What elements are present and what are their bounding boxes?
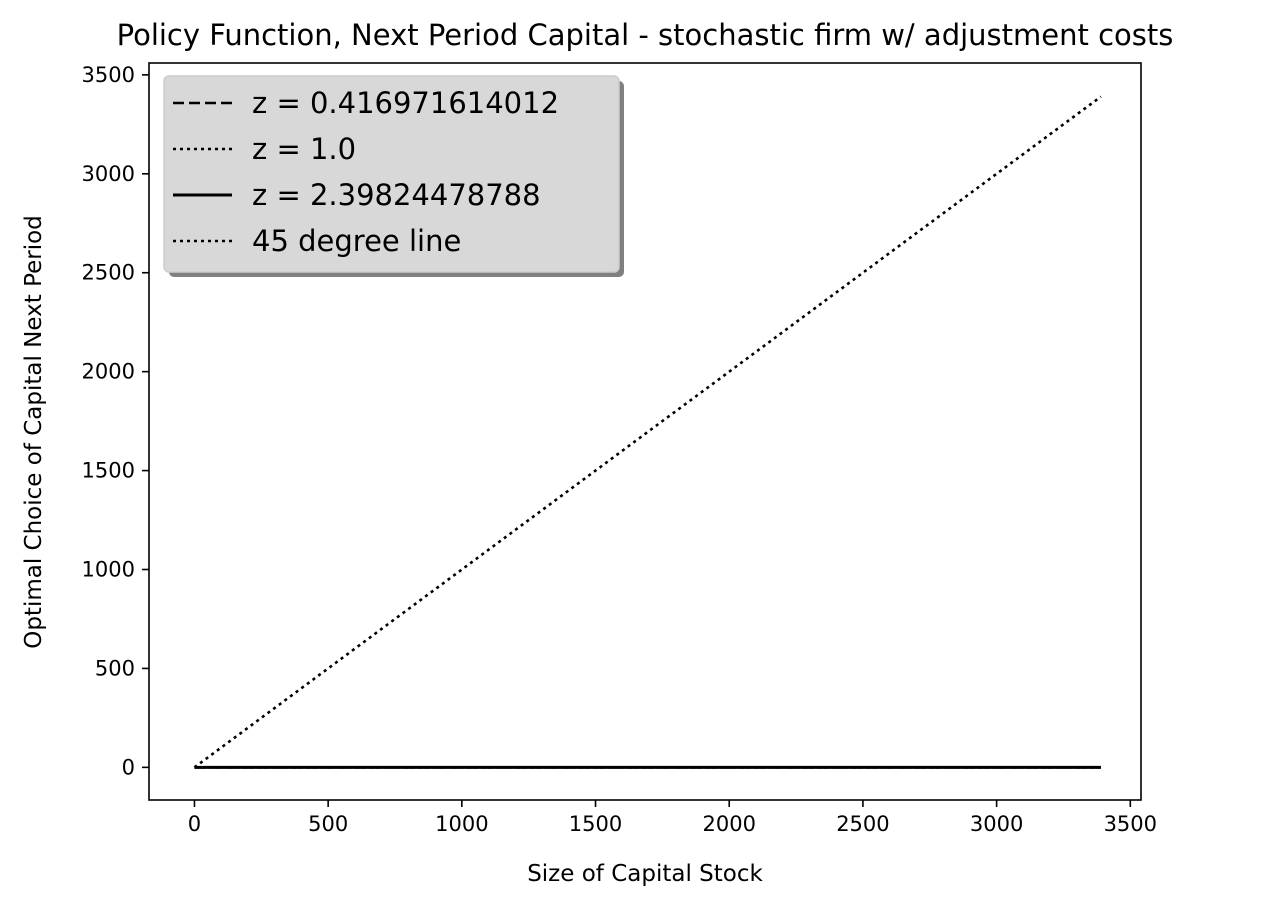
y-tick-label: 1500 xyxy=(82,459,135,483)
y-tick-label: 2000 xyxy=(82,360,135,384)
legend-label-2: z = 1.0 xyxy=(252,132,356,166)
x-tick-label: 2000 xyxy=(702,812,755,836)
x-tick-label: 1500 xyxy=(569,812,622,836)
plot-area xyxy=(193,95,1102,769)
x-tick-label: 3500 xyxy=(1104,812,1157,836)
x-tick-label: 500 xyxy=(308,812,348,836)
y-axis: 0 500 1000 1500 2000 2500 3000 3500 xyxy=(82,63,149,779)
y-tick-label: 500 xyxy=(95,656,135,680)
x-tick-label: 3000 xyxy=(970,812,1023,836)
y-tick-label: 3000 xyxy=(82,162,135,186)
y-tick-label: 2500 xyxy=(82,261,135,285)
x-axis-title: Size of Capital Stock xyxy=(527,861,763,887)
axes-frame xyxy=(148,62,1142,801)
chart-title: Policy Function, Next Period Capital - s… xyxy=(117,18,1174,52)
legend-box xyxy=(163,75,620,273)
x-tick-label: 1000 xyxy=(435,812,488,836)
y-tick-label: 0 xyxy=(122,755,135,779)
x-tick-label: 2500 xyxy=(836,812,889,836)
series-line-4 xyxy=(193,95,1102,769)
legend: z = 0.416971614012 z = 1.0 z = 2.398244787… xyxy=(163,75,624,277)
y-tick-label: 3500 xyxy=(82,63,135,87)
x-axis: 0 500 1000 1500 2000 2500 3000 3500 xyxy=(188,800,1157,836)
x-tick-label: 0 xyxy=(188,812,201,836)
legend-label-1: z = 0.416971614012 xyxy=(252,86,559,120)
legend-label-4: 45 degree line xyxy=(252,224,461,258)
legend-label-3: z = 2.39824478788 xyxy=(252,178,541,212)
y-axis-title: Optimal Choice of Capital Next Period xyxy=(21,215,47,649)
y-tick-label: 1000 xyxy=(82,558,135,582)
